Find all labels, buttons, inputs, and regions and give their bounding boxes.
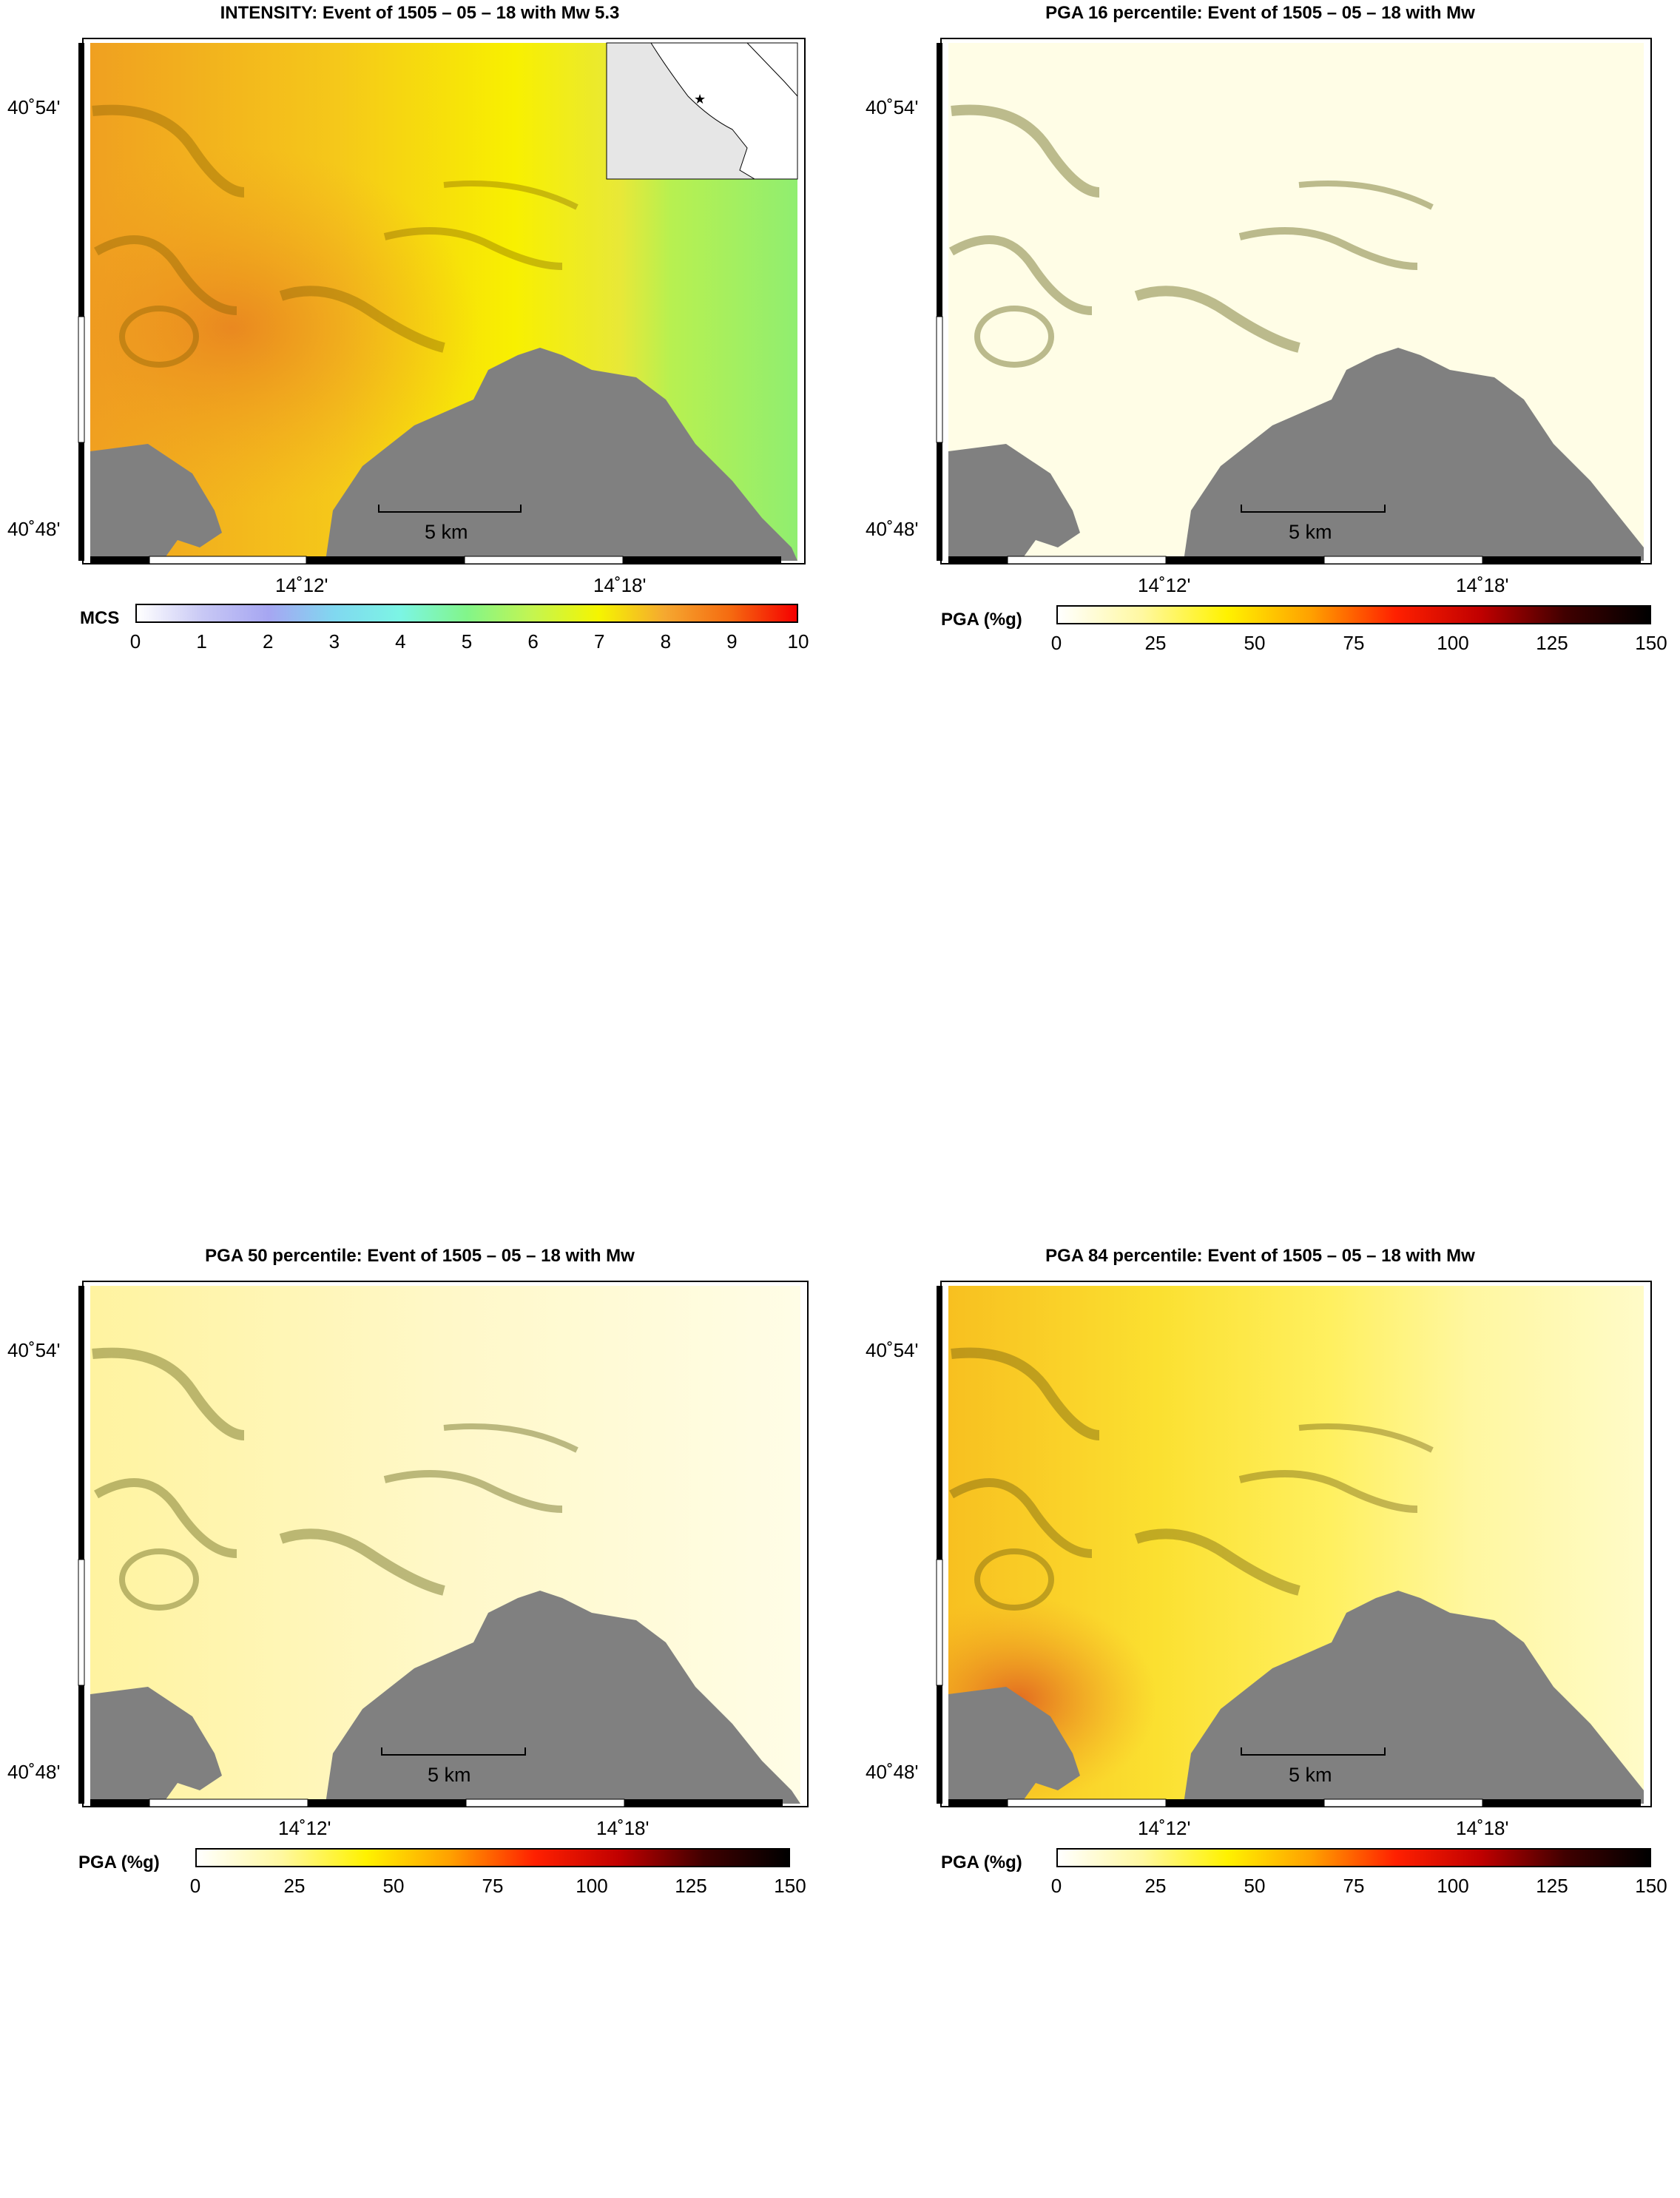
sea-west [948, 1687, 1080, 1804]
colorbar-tick-label: 3 [328, 630, 340, 653]
sea-west [90, 444, 222, 561]
colorbar-tick-label: 7 [593, 630, 605, 653]
colorbar-tick-label: 150 [1635, 1875, 1667, 1897]
pga16-map [936, 38, 1652, 564]
colorbar-tick-label: 125 [675, 1875, 707, 1897]
gulf-of-naples [1184, 1591, 1644, 1804]
scale-bar [381, 1747, 526, 1756]
sea-west [948, 444, 1080, 561]
inset-sea [650, 42, 798, 180]
lat-label-south: 40˚48' [7, 518, 61, 540]
lon-label-east: 14˚18' [1456, 1817, 1509, 1839]
colorbar-tick-label: 100 [1437, 632, 1469, 654]
colorbar-tick-label: 25 [1144, 1875, 1167, 1897]
lat-label-north: 40˚54' [7, 1339, 61, 1361]
colorbar-label: MCS [80, 608, 120, 628]
terrain-relief [949, 104, 1434, 368]
terrain-relief [949, 1347, 1434, 1611]
lon-label-east: 14˚18' [593, 574, 647, 596]
scale-bar [1241, 505, 1386, 513]
lat-label-north: 40˚54' [7, 96, 61, 118]
gulf-of-naples [1184, 348, 1644, 561]
colorbar-label: PGA (%g) [941, 610, 1022, 630]
colorbar [195, 1848, 790, 1867]
pga84-map [936, 1281, 1652, 1807]
pga84-map-panel: PGA 84 percentile: Event of 1505 – 05 – … [840, 1243, 1680, 2198]
colorbar-tick-label: 10 [787, 630, 809, 653]
colorbar-tick-label: 75 [1343, 632, 1365, 654]
colorbar-tick-label: 125 [1536, 1875, 1568, 1897]
intensity-map: ★ [78, 38, 806, 564]
colorbar-tick-label: 50 [1244, 1875, 1266, 1897]
lon-label-east: 14˚18' [1456, 574, 1509, 596]
colorbar-tick-label: 125 [1536, 632, 1568, 654]
pga50-map-panel: PGA 50 percentile: Event of 1505 – 05 – … [0, 1243, 840, 2198]
colorbar-tick-label: 1 [196, 630, 207, 653]
scale-bar [1241, 1747, 1386, 1756]
panel-title: PGA 50 percentile: Event of 1505 – 05 – … [205, 1246, 635, 1266]
sea-west [90, 1687, 222, 1804]
lat-label-south: 40˚48' [7, 1761, 61, 1783]
lon-label-east: 14˚18' [596, 1817, 650, 1839]
epicenter-star-icon: ★ [694, 92, 706, 107]
scale-bar [378, 505, 522, 513]
colorbar-tick-label: 150 [1635, 632, 1667, 654]
gulf-of-naples [325, 348, 797, 561]
lat-label-south: 40˚48' [866, 1761, 919, 1783]
colorbar-label: PGA (%g) [78, 1853, 160, 1872]
colorbar-tick-label: 2 [262, 630, 274, 653]
colorbar-tick-label: 100 [1437, 1875, 1469, 1897]
colorbar-tick-label: 25 [283, 1875, 306, 1897]
colorbar-tick-label: 4 [395, 630, 406, 653]
pga50-map [78, 1281, 809, 1807]
pga16-map-panel: PGA 16 percentile: Event of 1505 – 05 – … [840, 0, 1680, 955]
terrain-relief [92, 104, 578, 368]
lon-label-west: 14˚12' [278, 1817, 331, 1839]
colorbar-tick-label: 100 [576, 1875, 608, 1897]
colorbar-tick-label: 50 [382, 1875, 405, 1897]
lon-label-west: 14˚12' [1138, 574, 1191, 596]
panel-title: PGA 16 percentile: Event of 1505 – 05 – … [1045, 3, 1475, 23]
colorbar-tick-label: 75 [482, 1875, 504, 1897]
lat-label-south: 40˚48' [866, 518, 919, 540]
scale-bar-label: 5 km [1289, 521, 1332, 543]
panel-title: PGA 84 percentile: Event of 1505 – 05 – … [1045, 1246, 1475, 1266]
lat-label-north: 40˚54' [866, 1339, 919, 1361]
colorbar-label: PGA (%g) [941, 1853, 1022, 1872]
intensity-map-panel: INTENSITY: Event of 1505 – 05 – 18 with … [0, 0, 840, 955]
colorbar-tick-label: 75 [1343, 1875, 1365, 1897]
colorbar [1056, 1848, 1651, 1867]
colorbar-tick-label: 0 [1050, 1875, 1062, 1897]
scale-bar-label: 5 km [1289, 1764, 1332, 1786]
gulf-of-naples [325, 1591, 800, 1804]
colorbar-tick-label: 9 [726, 630, 738, 653]
colorbar [135, 604, 798, 623]
colorbar-tick-label: 8 [660, 630, 672, 653]
colorbar-tick-label: 0 [129, 630, 141, 653]
colorbar-tick-label: 150 [774, 1875, 806, 1897]
lon-label-west: 14˚12' [1138, 1817, 1191, 1839]
scale-bar-label: 5 km [428, 1764, 471, 1786]
colorbar [1056, 605, 1651, 624]
colorbar-tick-label: 50 [1244, 632, 1266, 654]
panel-title: INTENSITY: Event of 1505 – 05 – 18 with … [220, 3, 620, 23]
colorbar-tick-label: 25 [1144, 632, 1167, 654]
lat-label-north: 40˚54' [866, 96, 919, 118]
lon-label-west: 14˚12' [275, 574, 328, 596]
colorbar-tick-label: 6 [527, 630, 539, 653]
colorbar-tick-label: 0 [1050, 632, 1062, 654]
scale-bar-label: 5 km [425, 521, 468, 543]
colorbar-tick-label: 5 [461, 630, 473, 653]
terrain-relief [92, 1347, 578, 1611]
colorbar-tick-label: 0 [189, 1875, 201, 1897]
